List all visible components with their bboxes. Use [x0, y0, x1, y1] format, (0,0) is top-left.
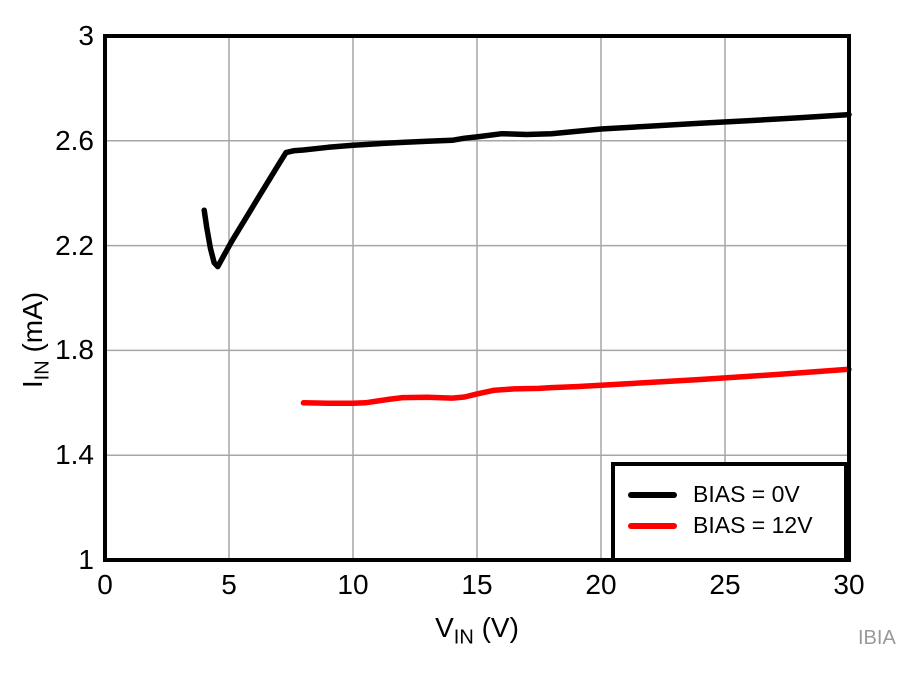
plot-border [103, 34, 851, 562]
y-axis-title-base: I [17, 380, 48, 389]
legend-label-bias-0v: BIAS = 0V [693, 481, 800, 507]
series-line-bias-0v [201, 111, 852, 270]
x-tick-label-0: 0 [97, 569, 113, 600]
y-tick-label-2.6: 2.6 [55, 124, 94, 156]
x-axis-title-unit: (V) [473, 612, 519, 643]
x-tick-label-10: 10 [337, 569, 369, 600]
x-axis-title-subscript: IN [453, 626, 474, 649]
legend-swatch-bias-0v [628, 491, 677, 498]
x-tick-label-5: 5 [221, 569, 237, 600]
legend-entry-bias-12v: BIAS = 12V [628, 510, 844, 541]
x-tick-label-30: 30 [833, 569, 865, 600]
x-axis-title: VIN (V) [435, 612, 519, 648]
series-line-bias-12v [300, 366, 852, 407]
legend-label-bias-12v: BIAS = 12V [693, 512, 813, 538]
legend-entry-bias-0v: BIAS = 0V [628, 479, 844, 510]
y-tick-label-1: 1 [78, 544, 94, 575]
y-tick-label-1.8: 1.8 [55, 334, 94, 366]
watermark-text: IBIA [858, 627, 896, 649]
y-tick-label-1.4: 1.4 [55, 439, 94, 471]
x-tick-label-15: 15 [461, 569, 493, 600]
x-tick-label-20: 20 [585, 569, 617, 600]
legend-swatch-bias-12v [628, 522, 677, 529]
x-axis-title-base: V [435, 612, 454, 643]
y-tick-label-3: 3 [78, 20, 94, 51]
x-tick-label-25: 25 [709, 569, 741, 600]
legend: BIAS = 0V BIAS = 12V [611, 462, 848, 562]
y-tick-label-2.2: 2.2 [55, 229, 94, 261]
